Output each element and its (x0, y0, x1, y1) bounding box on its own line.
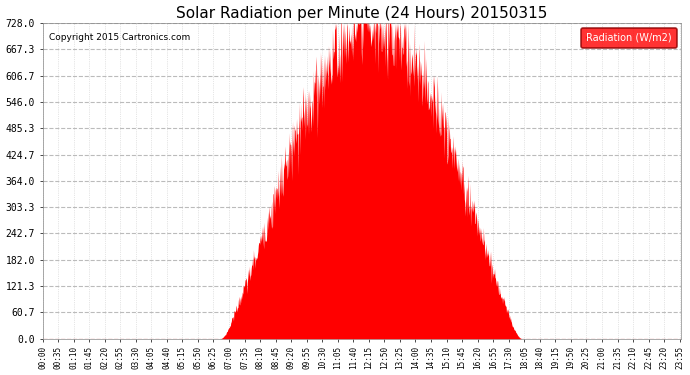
Text: Copyright 2015 Cartronics.com: Copyright 2015 Cartronics.com (49, 33, 190, 42)
Title: Solar Radiation per Minute (24 Hours) 20150315: Solar Radiation per Minute (24 Hours) 20… (177, 6, 548, 21)
Legend: Radiation (W/m2): Radiation (W/m2) (581, 28, 677, 48)
